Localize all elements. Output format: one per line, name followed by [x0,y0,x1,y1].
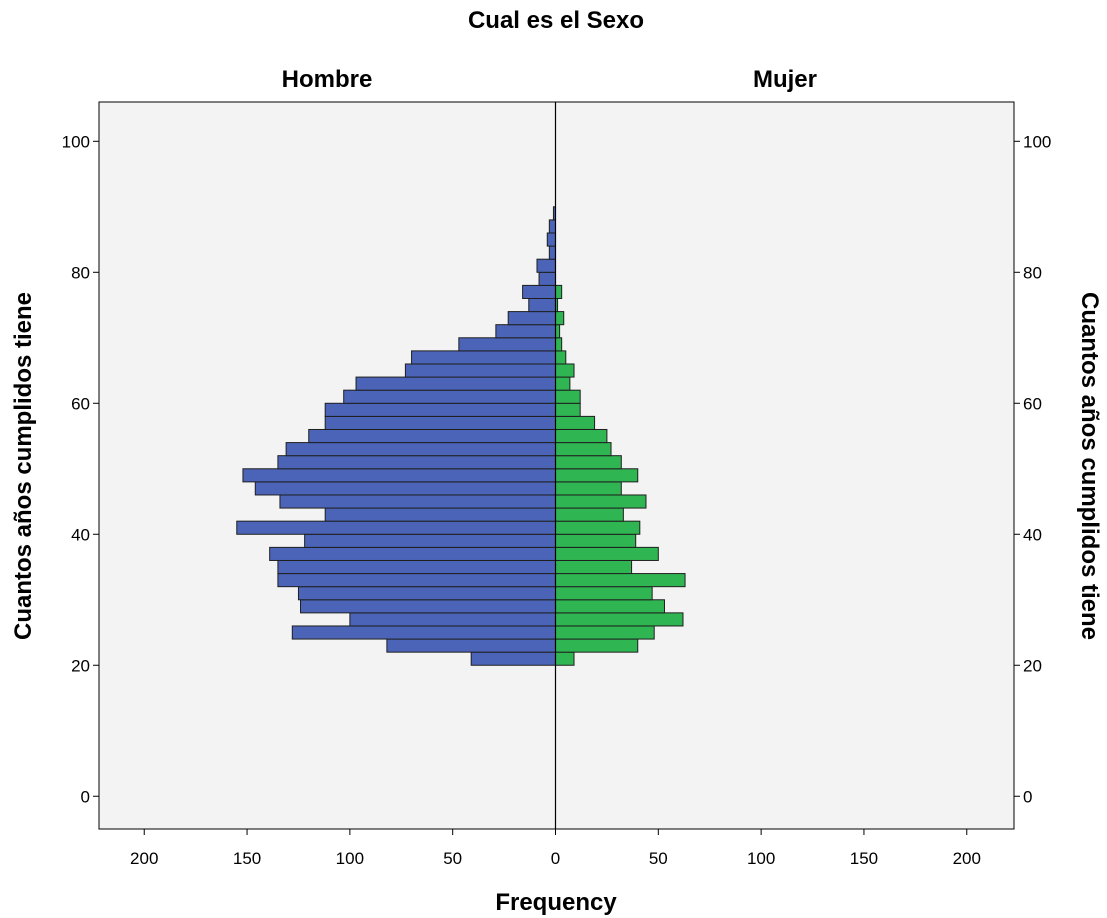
x-axis: 0 50 50 100 100 150 150 200 200 [130,829,981,868]
bar-mujer-24 [555,625,655,640]
bar-mujer-76 [555,284,563,299]
y-tick-label-right-100: 100 [1023,132,1051,151]
y-axis-right: 0 20 40 60 80 100 [1014,132,1051,806]
bar-hombre-44 [279,494,556,509]
bars-mujer [555,284,686,666]
y-tick-label-left-60: 60 [71,394,90,413]
bar-mujer-66 [555,350,567,365]
y-axis-label-right: Cuantos años cumplidos tiene [1076,292,1103,640]
bar-mujer-40 [555,520,641,535]
bar-hombre-54 [308,428,556,444]
bar-mujer-52 [555,442,612,457]
bar-hombre-38 [304,533,556,548]
bar-mujer-20 [555,651,575,666]
bar-hombre-20 [470,651,556,666]
bar-hombre-62 [355,376,557,391]
bar-mujer-64 [555,363,575,378]
bar-mujer-42 [555,507,624,522]
bars-hombre [236,206,557,666]
bar-mujer-26 [555,612,684,627]
bar-mujer-32 [555,573,686,588]
bar-mujer-48 [555,468,639,483]
bar-hombre-34 [277,559,556,575]
bar-hombre-76 [522,284,556,299]
bar-mujer-56 [555,415,596,430]
bar-hombre-60 [343,389,557,404]
bar-hombre-24 [291,625,556,640]
bar-mujer-34 [555,559,633,575]
bar-hombre-30 [297,586,556,601]
x-tick-label-left-200: 200 [130,849,158,868]
x-tick-label-right-200: 200 [953,849,981,868]
bar-hombre-40 [236,520,557,535]
bar-mujer-46 [555,481,622,496]
bar-mujer-68 [555,337,563,352]
bar-hombre-68 [458,337,557,352]
bar-hombre-64 [404,363,557,378]
bar-hombre-86 [548,219,557,234]
bar-mujer-28 [555,599,665,614]
bar-mujer-38 [555,533,637,548]
bar-hombre-84 [546,232,557,247]
y-tick-label-left-100: 100 [62,132,90,151]
bar-mujer-54 [555,428,608,444]
y-axis-left: 0 20 40 60 80 100 [62,132,99,806]
bar-hombre-58 [324,402,556,417]
bar-hombre-70 [495,324,556,339]
y-tick-label-left-40: 40 [71,525,90,544]
bar-mujer-62 [555,376,571,391]
x-tick-label-left-150: 150 [233,849,261,868]
bar-mujer-58 [555,402,581,417]
bar-hombre-74 [528,297,557,313]
bar-hombre-32 [277,573,556,588]
x-axis-label: Frequency [495,889,617,916]
x-tick-label-right-150: 150 [850,849,878,868]
y-tick-label-right-0: 0 [1023,787,1032,806]
x-tick-label-left-50: 50 [443,849,462,868]
bar-hombre-78 [538,271,556,286]
y-tick-label-right-60: 60 [1023,394,1042,413]
x-tick-label-left-100: 100 [336,849,364,868]
chart-title: Cual es el Sexo [468,7,644,34]
bar-hombre-22 [386,638,556,653]
bar-hombre-80 [536,258,556,273]
bar-mujer-44 [555,494,647,509]
y-tick-label-right-80: 80 [1023,263,1042,282]
y-tick-label-right-40: 40 [1023,525,1042,544]
bar-hombre-48 [242,468,556,483]
y-tick-label-right-20: 20 [1023,656,1042,675]
panel-label-mujer: Mujer [753,66,817,93]
y-tick-label-left-20: 20 [71,656,90,675]
y-axis-label-left: Cuantos años cumplidos tiene [10,292,37,640]
bar-mujer-72 [555,311,565,326]
bar-mujer-70 [555,324,561,339]
bar-hombre-42 [324,507,556,522]
bar-mujer-60 [555,389,581,404]
bar-mujer-36 [555,546,659,561]
bar-hombre-66 [411,350,556,365]
bar-hombre-56 [324,415,556,430]
bar-mujer-30 [555,586,653,601]
bar-hombre-36 [269,546,556,561]
y-tick-label-left-80: 80 [71,263,90,282]
x-tick-label-right-100: 100 [747,849,775,868]
bar-hombre-46 [254,481,556,496]
bar-hombre-72 [507,311,557,326]
bar-hombre-52 [285,442,556,457]
bar-hombre-28 [300,599,556,614]
y-tick-label-left-0: 0 [81,787,90,806]
panel-label-hombre: Hombre [282,66,373,93]
bar-mujer-50 [555,455,622,470]
bar-hombre-50 [277,455,556,470]
bar-hombre-82 [548,245,557,260]
bar-mujer-22 [555,638,639,653]
x-tick-label-center-0: 0 [551,849,560,868]
bar-hombre-26 [349,612,556,627]
x-tick-label-right-50: 50 [649,849,668,868]
